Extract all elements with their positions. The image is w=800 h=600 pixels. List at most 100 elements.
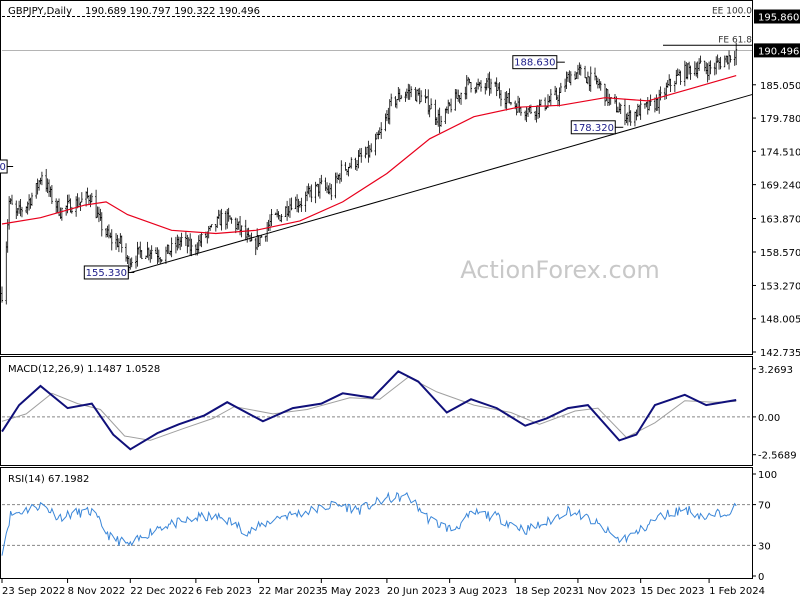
price-candle [414, 87, 417, 101]
price-candle [200, 232, 203, 248]
price-candle [190, 238, 193, 257]
x-tick-label: 3 Aug 2023 [450, 586, 508, 597]
price-candle [189, 233, 192, 256]
price-candle [99, 208, 102, 221]
price-candle [683, 60, 686, 87]
price-candle [435, 117, 438, 126]
price-tick-label: 179.780 [760, 114, 800, 125]
price-candle [187, 237, 190, 247]
price-candle [10, 194, 13, 205]
watermark: ActionForex.com [460, 256, 660, 284]
price-candle [355, 159, 358, 171]
price-candle [549, 89, 552, 107]
price-tick-label: 185.050 [760, 81, 800, 92]
price-candle [220, 208, 223, 231]
price-candle [216, 216, 219, 228]
current-price-marker [754, 43, 800, 58]
price-candle [635, 109, 638, 121]
price-candle [566, 71, 569, 82]
price-candle [646, 97, 649, 115]
price-candle [554, 85, 557, 96]
price-candle [68, 194, 71, 204]
price-candle [364, 146, 367, 159]
annotation-label: 188.630 [514, 58, 555, 69]
price-candle [226, 209, 229, 229]
price-candle [718, 58, 721, 70]
x-tick-label: 15 Dec 2023 [641, 586, 705, 597]
price-candle [733, 50, 736, 66]
price-candle [515, 103, 518, 116]
price-candle [230, 217, 233, 224]
price-overlays: 172.110 155.330 188.630 178.320 [0, 55, 753, 280]
price-candle [287, 206, 290, 217]
price-candle [385, 110, 388, 122]
price-candle [60, 207, 63, 221]
price-candle [259, 236, 262, 247]
price-candle [294, 196, 297, 210]
price-candle [365, 146, 368, 155]
price-candle [89, 194, 92, 208]
price-tick-label: 153.270 [760, 281, 800, 292]
price-candle [80, 192, 83, 203]
price-candle [317, 183, 320, 197]
price-candle [706, 63, 709, 83]
price-candle [388, 99, 391, 125]
price-candle [564, 78, 567, 93]
annotation-box [0, 159, 8, 174]
price-candle [537, 105, 540, 119]
price-candle [126, 255, 129, 265]
price-candle [77, 197, 80, 208]
price-candle [698, 58, 701, 71]
price-candle [39, 177, 42, 185]
rsi-tick-label: 0 [758, 572, 764, 583]
price-candle [539, 99, 542, 107]
price-panel-frame [0, 0, 753, 355]
price-candle [628, 104, 631, 123]
price-candle [1, 286, 3, 303]
price-candle [354, 157, 357, 170]
annotation-label: 155.330 [86, 268, 127, 279]
price-tick-label: 195.860 [758, 13, 799, 24]
price-candle [46, 178, 49, 194]
rsi-label: RSI(14) 67.1982 [8, 474, 89, 485]
macd-panel-frame [0, 356, 753, 466]
price-axis: 195.860 190.496 185.050 179.780 174.510 169.2… [752, 9, 800, 359]
price-candle [139, 241, 142, 258]
price-candle [48, 179, 51, 197]
price-candle [618, 102, 621, 113]
x-tick-label: 22 Dec 2022 [130, 586, 194, 597]
rsi-lines [1, 491, 752, 556]
price-candle [699, 55, 702, 64]
price-candle [673, 80, 676, 93]
price-candle [686, 63, 689, 80]
rsi-line [1, 491, 737, 556]
price-candle [180, 232, 183, 247]
price-candle [519, 107, 522, 116]
price-candle [296, 194, 299, 213]
price-candle [136, 241, 139, 267]
price-candle [584, 65, 587, 79]
price-candle [484, 82, 487, 95]
price-candle [498, 82, 501, 99]
price-candle [308, 186, 311, 198]
price-candle [487, 73, 490, 89]
price-candle [378, 127, 381, 136]
price-candle [599, 81, 602, 91]
price-candle [55, 198, 58, 214]
price-candle [535, 105, 538, 123]
price-candle [559, 82, 562, 93]
macd-tick-label: 0.00 [758, 413, 780, 424]
price-candle [239, 215, 242, 236]
x-tick-label: 22 Mar 2023 [259, 586, 322, 597]
price-candle [685, 62, 688, 80]
price-candle [290, 197, 293, 211]
price-candle [596, 77, 599, 89]
price-candle [367, 140, 370, 163]
macd-lines [1, 370, 752, 451]
price-candle [525, 106, 528, 123]
price-candle [479, 80, 482, 92]
price-candle [347, 166, 350, 177]
price-candle [665, 82, 668, 100]
price-candle [608, 93, 611, 106]
